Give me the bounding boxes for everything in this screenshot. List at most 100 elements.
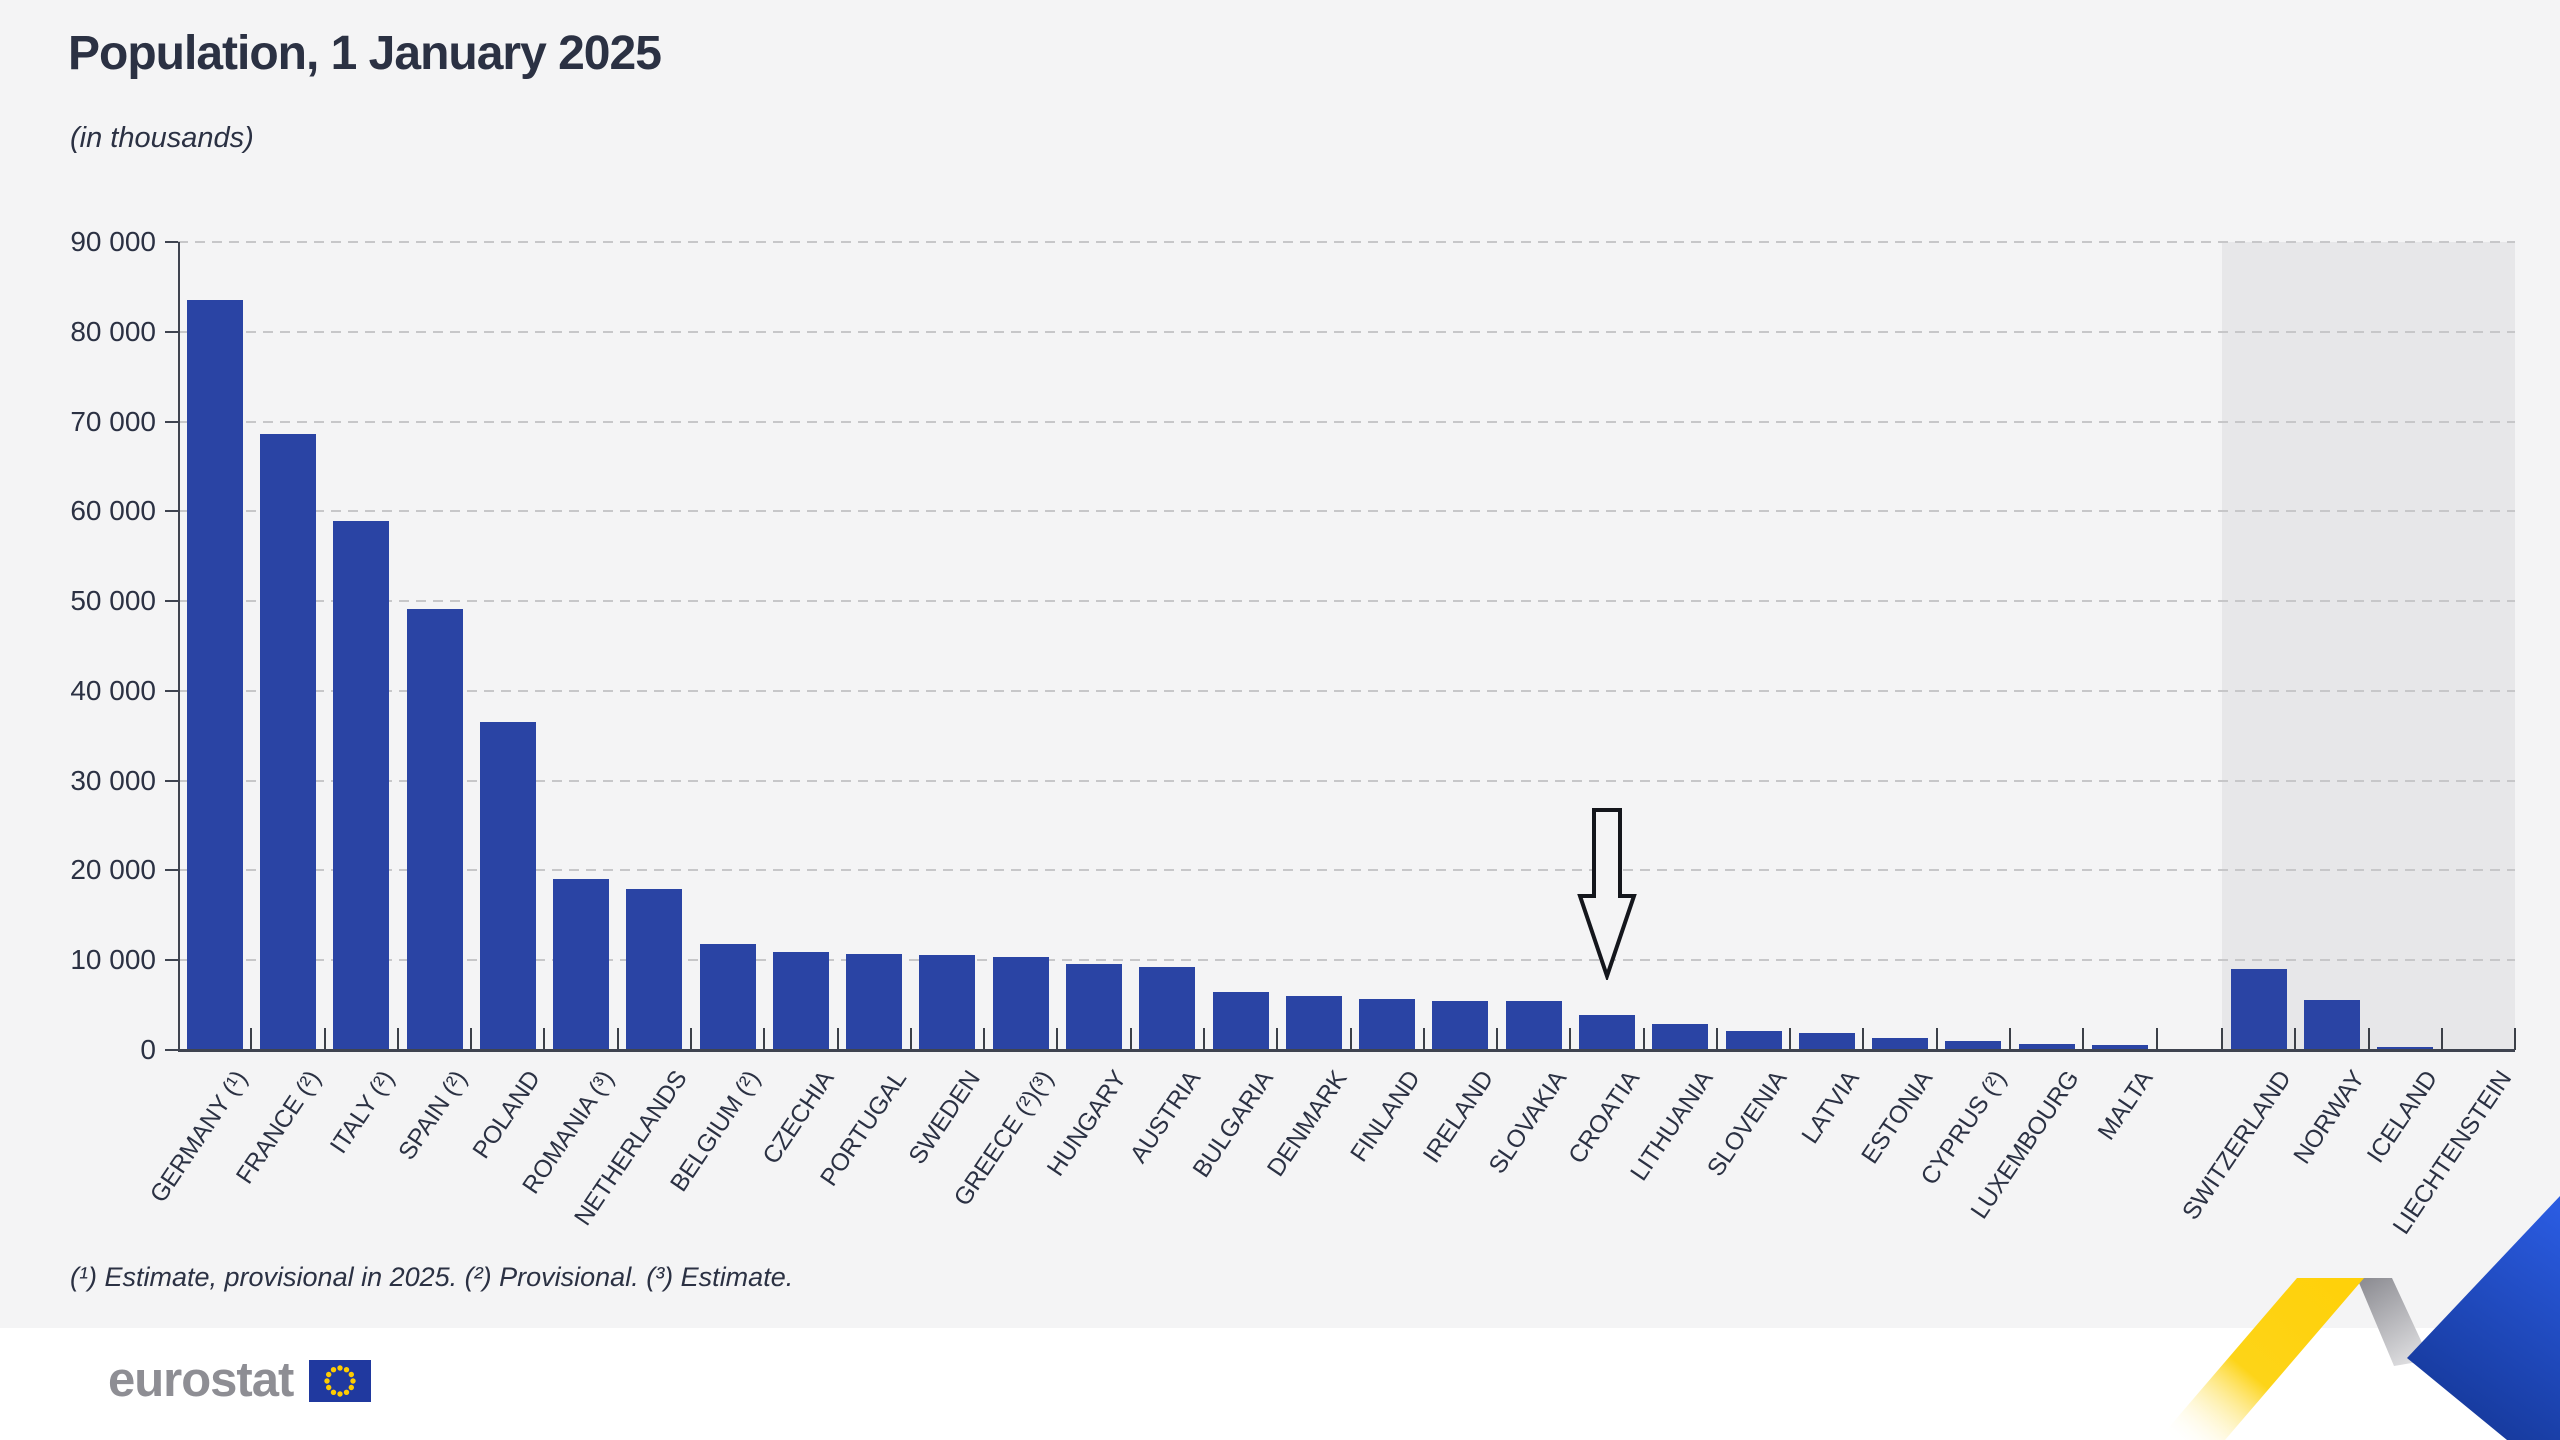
bar-austria — [1139, 967, 1196, 1050]
gridline — [178, 689, 2515, 692]
eurostat-logo: eurostat — [108, 1353, 372, 1407]
zigzag-blue-band — [2407, 1196, 2560, 1440]
y-tick-label: 30 000 — [70, 764, 156, 796]
x-tick — [2009, 1028, 2011, 1050]
y-tick — [165, 689, 178, 692]
y-axis-labels: 0 10 000 20 000 30 000 40 000 50 000 60 000 70 … — [0, 226, 156, 1065]
x-label-croatia: CROATIA — [1563, 1066, 1646, 1169]
chart-card: Population, 1 January 2025 (in thousands… — [0, 0, 2560, 1328]
x-tick — [1276, 1028, 1279, 1050]
gridline — [178, 869, 2515, 872]
y-tick-label: 90 000 — [70, 226, 156, 257]
x-label-poland: POLAND — [468, 1066, 547, 1164]
y-tick-label: 80 000 — [70, 315, 156, 347]
x-tick — [2440, 1028, 2443, 1050]
bar-slovakia — [1505, 1001, 1562, 1050]
gridline — [178, 600, 2515, 603]
x-tick — [2082, 1028, 2085, 1050]
bar-finland — [1359, 999, 1416, 1050]
y-tick-label: 50 000 — [70, 585, 156, 617]
bar-malta — [2091, 1044, 2148, 1050]
gridline — [178, 959, 2515, 962]
bar-romania — [553, 878, 609, 1050]
x-tick — [1715, 1028, 1718, 1050]
bar-ireland — [1432, 1001, 1489, 1050]
x-label-latvia: LATVIA — [1797, 1066, 1866, 1149]
x-tick — [1569, 1028, 1572, 1050]
bar-norway — [2303, 999, 2360, 1050]
bar-sweden — [919, 955, 976, 1050]
x-tick — [396, 1028, 399, 1050]
bar-iceland — [2377, 1046, 2434, 1050]
bar-netherlands — [626, 888, 683, 1050]
bar-spain — [406, 608, 463, 1050]
bar-estonia — [1872, 1037, 1929, 1050]
bar-bulgaria — [1212, 992, 1269, 1050]
x-tick — [1862, 1028, 1865, 1050]
x-tick — [1789, 1028, 1792, 1050]
bar-germany — [186, 299, 243, 1050]
bar-croatia — [1579, 1015, 1635, 1050]
x-tick — [470, 1028, 473, 1050]
zigzag-gray-band — [2357, 1278, 2430, 1366]
x-tick — [690, 1028, 692, 1050]
page-title: Population, 1 January 2025 — [68, 27, 662, 80]
x-tick — [323, 1028, 326, 1050]
decorative-zigzag-graphic — [2158, 1196, 2560, 1440]
x-axis-line — [178, 1049, 2515, 1052]
gridline — [178, 779, 2515, 782]
bar-switzerland — [2230, 968, 2287, 1050]
x-tick — [616, 1028, 619, 1050]
bar-france — [259, 434, 316, 1050]
x-tick — [2221, 1028, 2223, 1050]
x-tick — [909, 1028, 912, 1050]
y-tick — [165, 600, 178, 603]
x-label-ireland: IRELAND — [1417, 1066, 1499, 1168]
x-tick — [983, 1028, 986, 1050]
x-label-germany: GERMANY (¹) — [145, 1066, 253, 1208]
x-label-finland: FINLAND — [1345, 1066, 1426, 1167]
zigzag-yellow-band — [2158, 1278, 2364, 1440]
gridline — [178, 510, 2515, 513]
eu-flag-icon — [309, 1359, 372, 1402]
eurostat-logo-text: eurostat — [108, 1353, 294, 1407]
x-tick — [1422, 1028, 1425, 1050]
chart-subtitle: (in thousands) — [70, 122, 254, 154]
bar-denmark — [1285, 996, 1342, 1050]
y-tick — [165, 330, 178, 333]
x-tick — [250, 1028, 253, 1050]
x-tick — [836, 1028, 839, 1050]
y-tick-label: 40 000 — [70, 674, 156, 706]
y-tick — [165, 420, 178, 423]
y-tick-label: 10 000 — [70, 944, 156, 976]
x-tick — [543, 1028, 546, 1050]
x-tick — [2367, 1028, 2370, 1050]
x-tick — [1349, 1028, 1352, 1050]
x-tick — [1202, 1028, 1205, 1050]
y-axis-line — [178, 242, 180, 1050]
x-label-czechia: CZECHIA — [757, 1066, 840, 1170]
plot-area — [165, 241, 2517, 1052]
bar-lithuania — [1652, 1024, 1709, 1050]
y-tick-label: 0 — [140, 1034, 156, 1065]
x-tick — [2294, 1028, 2297, 1050]
y-tick — [165, 959, 178, 962]
down-arrow-annotation — [1577, 808, 1637, 980]
x-label-italy: ITALY (²) — [324, 1066, 400, 1159]
bar-belgium — [699, 943, 756, 1050]
gridline — [178, 241, 2515, 243]
x-tick — [1056, 1028, 1059, 1050]
footnote: (¹) Estimate, provisional in 2025. (²) P… — [70, 1262, 794, 1292]
x-tick — [2155, 1028, 2158, 1050]
efta-highlight-panel — [2222, 242, 2515, 1050]
bar-portugal — [846, 953, 903, 1050]
x-tick — [1935, 1028, 1938, 1050]
bar-cyprus — [1945, 1041, 2002, 1050]
y-tick-label: 70 000 — [70, 405, 156, 437]
bar-slovenia — [1725, 1030, 1782, 1050]
x-label-estonia: ESTONIA — [1856, 1066, 1939, 1169]
bar-latvia — [1798, 1033, 1855, 1050]
x-label-norway: NORWAY — [2288, 1066, 2371, 1169]
x-label-malta: MALTA — [2092, 1066, 2159, 1145]
